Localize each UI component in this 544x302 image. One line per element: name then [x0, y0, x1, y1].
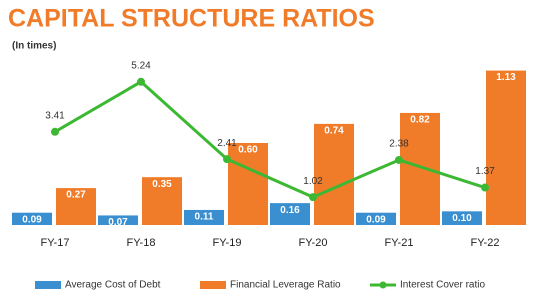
line-point: [137, 77, 145, 86]
data-label: 0.27: [66, 190, 86, 201]
bar: [314, 123, 354, 225]
data-label: 0.09: [22, 214, 42, 225]
legend-swatch: [35, 281, 61, 289]
data-label: 2.41: [217, 138, 237, 149]
legend-label: Average Cost of Debt: [65, 280, 161, 291]
x-tick-label: FY-22: [471, 237, 500, 249]
bar: [12, 212, 52, 225]
x-tick-label: FY-21: [385, 237, 414, 249]
data-label: 0.60: [238, 145, 258, 156]
data-label: 1.02: [303, 176, 323, 187]
bar: [486, 70, 526, 225]
data-label: 1.37: [475, 166, 495, 177]
x-tick-label: FY-17: [41, 237, 70, 249]
bar: [400, 112, 440, 225]
bar: [270, 203, 310, 225]
chart-subtitle: (In times): [12, 41, 56, 52]
legend-label: Financial Leverage Ratio: [230, 280, 341, 291]
x-tick-label: FY-20: [299, 237, 328, 249]
bar: [98, 215, 138, 225]
data-label: 0.74: [324, 126, 344, 137]
bar: [228, 143, 268, 225]
data-label: 0.09: [366, 214, 386, 225]
line-point: [481, 183, 489, 192]
bar: [442, 211, 482, 225]
line-point: [395, 155, 403, 164]
x-tick-label: FY-19: [213, 237, 242, 249]
line-point: [223, 155, 231, 164]
data-label: 3.41: [45, 110, 65, 121]
data-label: 0.10: [452, 213, 472, 224]
data-label: 0.16: [280, 205, 300, 216]
line: [54, 79, 486, 199]
data-label: 0.82: [410, 115, 430, 126]
data-label: 0.11: [195, 212, 214, 223]
data-label: 0.35: [152, 179, 172, 190]
line-point: [309, 193, 317, 202]
data-label: 1.13: [496, 72, 516, 83]
legend-swatch: [379, 281, 387, 289]
bar: [356, 212, 396, 225]
chart-title: CAPITAL STRUCTURE RATIOS: [8, 5, 375, 33]
bar: [56, 188, 96, 225]
data-label: 5.24: [131, 60, 151, 71]
legend-label: Interest Cover ratio: [400, 280, 485, 291]
data-label: 2.38: [389, 139, 409, 150]
x-tick-label: FY-18: [127, 237, 156, 249]
bar: [142, 177, 182, 225]
data-label: 0.07: [108, 217, 128, 228]
legend-swatch: [200, 281, 226, 289]
bar: [184, 209, 224, 225]
line-point: [51, 127, 59, 136]
